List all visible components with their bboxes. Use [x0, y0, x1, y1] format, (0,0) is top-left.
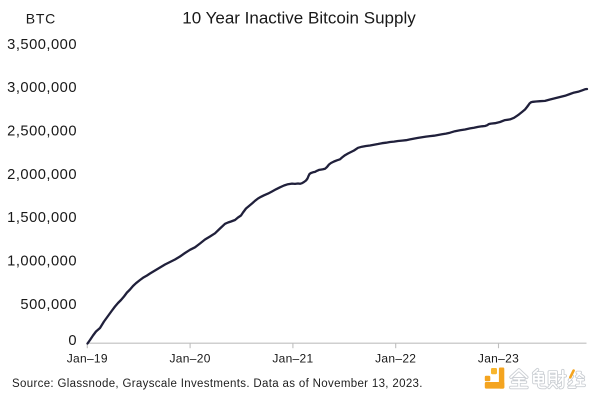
svg-text:Jan–20: Jan–20	[170, 352, 211, 366]
svg-text:500,000: 500,000	[20, 297, 77, 313]
svg-text:2,500,000: 2,500,000	[7, 124, 77, 140]
svg-text:0: 0	[68, 333, 77, 349]
svg-text:3,000,000: 3,000,000	[7, 80, 77, 96]
svg-text:Jan–23: Jan–23	[478, 352, 519, 366]
svg-text:10 Year Inactive Bitcoin Suppl: 10 Year Inactive Bitcoin Supply	[182, 9, 416, 28]
svg-text:1,500,000: 1,500,000	[7, 210, 77, 226]
svg-text:3,500,000: 3,500,000	[7, 37, 77, 53]
svg-text:1,000,000: 1,000,000	[7, 254, 77, 270]
svg-text:Jan–21: Jan–21	[272, 352, 313, 366]
svg-text:Source: Glassnode, Grayscale I: Source: Glassnode, Grayscale Investments…	[12, 378, 423, 390]
svg-text:Jan–22: Jan–22	[375, 352, 416, 366]
svg-text:Jan–19: Jan–19	[67, 352, 108, 366]
svg-text:2,000,000: 2,000,000	[7, 167, 77, 183]
svg-text:BTC: BTC	[26, 10, 56, 26]
